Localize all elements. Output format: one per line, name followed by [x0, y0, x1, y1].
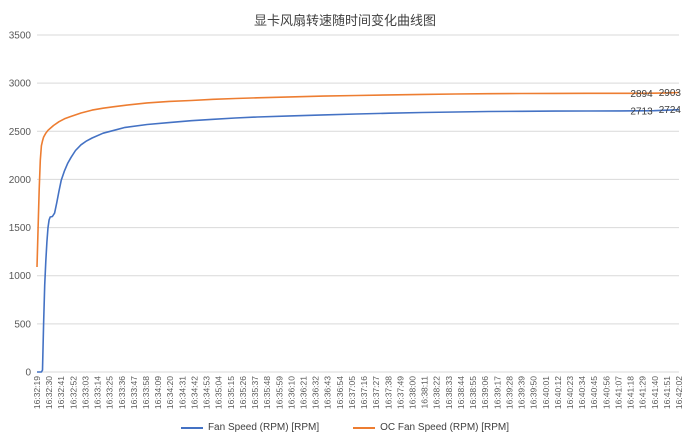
series-line-oc-fan-speed — [36, 91, 680, 268]
x-tick-label: 16:38:33 — [444, 376, 454, 409]
x-tick-label: 16:39:50 — [529, 376, 539, 409]
x-tick-label: 16:40:01 — [541, 376, 551, 409]
x-tick-label: 16:41:07 — [613, 376, 623, 409]
legend: Fan Speed (RPM) [RPM] OC Fan Speed (RPM)… — [0, 422, 690, 433]
x-tick-label: 16:41:40 — [650, 376, 660, 409]
x-tick-label: 16:33:58 — [141, 376, 151, 409]
x-tick-label: 16:35:04 — [214, 376, 224, 409]
x-tick-label: 16:34:20 — [165, 376, 175, 409]
x-tick-label: 16:32:52 — [68, 376, 78, 409]
x-tick-label: 16:37:27 — [371, 376, 381, 409]
x-tick-label: 16:32:19 — [32, 376, 42, 409]
y-tick-label: 3000 — [9, 79, 32, 90]
x-tick-label: 16:33:47 — [129, 376, 139, 409]
x-tick-label: 16:35:59 — [274, 376, 284, 409]
y-tick-label: 1000 — [9, 271, 32, 282]
legend-label-fan-speed: Fan Speed (RPM) [RPM] — [207, 422, 320, 433]
data-label: 2894 — [630, 89, 653, 100]
x-tick-label: 16:39:39 — [517, 376, 527, 409]
y-tick-label: 2000 — [9, 175, 32, 186]
x-tick-label: 16:41:51 — [662, 376, 672, 409]
series-line-fan-speed — [37, 108, 680, 373]
y-tick-label: 0 — [25, 368, 31, 379]
x-tick-label: 16:40:34 — [577, 376, 587, 409]
x-tick-label: 16:36:43 — [323, 376, 333, 409]
x-tick-label: 16:38:22 — [432, 376, 442, 409]
x-tick-label: 16:40:45 — [589, 376, 599, 409]
x-tick-label: 16:35:26 — [238, 376, 248, 409]
x-tick-label: 16:37:49 — [395, 376, 405, 409]
x-tick-label: 16:35:48 — [262, 376, 272, 409]
x-tick-label: 16:40:23 — [565, 376, 575, 409]
x-tick-label: 16:32:30 — [44, 376, 54, 409]
data-label: 2724 — [659, 105, 682, 116]
x-tick-label: 16:34:31 — [177, 376, 187, 409]
legend-swatch-oc-fan-speed — [353, 426, 376, 429]
x-tick-label: 16:34:42 — [189, 376, 199, 409]
legend-label-oc-fan-speed: OC Fan Speed (RPM) [RPM] — [380, 422, 510, 433]
x-tick-label: 16:42:02 — [674, 376, 684, 409]
x-tick-label: 16:40:12 — [553, 376, 563, 409]
x-tick-label: 16:37:38 — [383, 376, 393, 409]
x-tick-label: 16:35:37 — [250, 376, 260, 409]
legend-item-fan-speed: Fan Speed (RPM) [RPM] — [180, 422, 320, 433]
x-tick-label: 16:41:29 — [638, 376, 648, 409]
y-tick-label: 2500 — [9, 127, 32, 138]
legend-item-oc-fan-speed: OC Fan Speed (RPM) [RPM] — [353, 422, 509, 433]
data-label: 2903 — [659, 88, 682, 99]
y-tick-label: 500 — [14, 319, 31, 330]
x-tick-label: 16:33:36 — [117, 376, 127, 409]
x-tick-label: 16:41:18 — [626, 376, 636, 409]
x-tick-label: 16:37:16 — [359, 376, 369, 409]
x-tick-label: 16:34:53 — [202, 376, 212, 409]
x-tick-label: 16:40:56 — [601, 376, 611, 409]
x-tick-label: 16:37:05 — [347, 376, 357, 409]
chart-title: 显卡风扇转速随时间变化曲线图 — [253, 14, 436, 29]
x-tick-label: 16:36:10 — [286, 376, 296, 409]
x-tick-label: 16:38:00 — [408, 376, 418, 409]
y-tick-label: 3500 — [9, 31, 32, 42]
x-tick-label: 16:38:55 — [468, 376, 478, 409]
x-tick-label: 16:39:28 — [504, 376, 514, 409]
y-tick-label: 1500 — [9, 223, 32, 234]
x-tick-label: 16:33:25 — [105, 376, 115, 409]
x-tick-label: 16:35:15 — [226, 376, 236, 409]
data-label: 2713 — [630, 106, 653, 117]
x-tick-label: 16:33:03 — [80, 376, 90, 409]
legend-swatch-fan-speed — [180, 426, 203, 429]
x-tick-label: 16:34:09 — [153, 376, 163, 409]
x-tick-label: 16:38:44 — [456, 376, 466, 409]
x-tick-label: 16:36:32 — [311, 376, 321, 409]
x-tick-label: 16:36:21 — [298, 376, 308, 409]
x-tick-label: 16:38:11 — [420, 376, 430, 409]
x-tick-label: 16:36:54 — [335, 376, 345, 409]
x-tick-label: 16:39:17 — [492, 376, 502, 409]
x-tick-label: 16:33:14 — [93, 376, 103, 409]
x-tick-label: 16:32:41 — [56, 376, 66, 409]
x-tick-label: 16:39:06 — [480, 376, 490, 409]
